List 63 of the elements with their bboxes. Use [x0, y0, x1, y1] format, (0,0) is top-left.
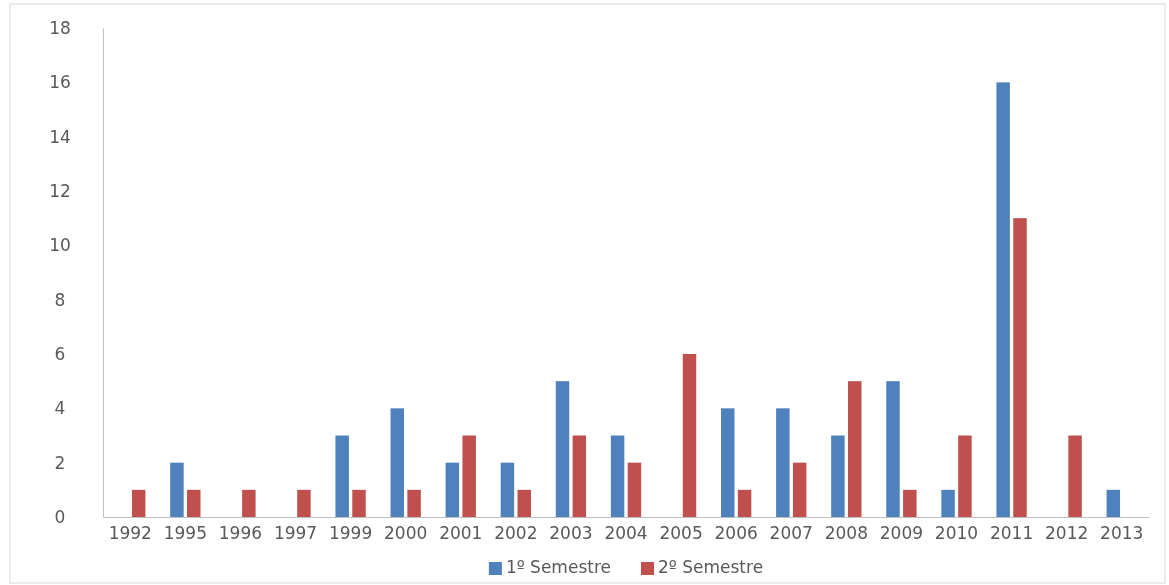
- bar: [445, 462, 460, 517]
- x-tick-label: 2002: [494, 523, 538, 544]
- y-tick-label: 6: [54, 343, 66, 364]
- x-tick-label: 2004: [604, 523, 648, 544]
- bar: [572, 435, 587, 517]
- bar: [941, 489, 955, 517]
- x-tick-label: 2011: [989, 523, 1034, 544]
- x-tick-label: 1997: [273, 523, 318, 544]
- bar: [462, 435, 476, 517]
- bar: [335, 435, 349, 517]
- bar: [627, 462, 642, 517]
- x-tick-label: 1996: [218, 523, 263, 544]
- x-tick-label: 2007: [769, 523, 813, 544]
- y-tick-label: 18: [49, 17, 71, 38]
- bar: [407, 489, 421, 517]
- bar: [555, 381, 570, 517]
- x-tick-label: 2003: [549, 523, 593, 544]
- x-tick-label: 2000: [384, 523, 428, 544]
- x-tick-label: 2013: [1100, 523, 1144, 544]
- bar: [170, 462, 184, 517]
- bar: [831, 435, 845, 517]
- bar: [776, 408, 790, 517]
- bar: [903, 489, 917, 517]
- bar: [682, 354, 697, 517]
- bar: [886, 381, 900, 517]
- x-tick-label: 1999: [328, 523, 373, 544]
- y-tick-label: 8: [54, 289, 66, 310]
- bar: [390, 408, 404, 517]
- bar: [848, 381, 862, 517]
- bar: [1068, 435, 1082, 517]
- bar: [610, 435, 625, 517]
- bar: [131, 489, 146, 517]
- bar: [721, 408, 735, 517]
- bar: [792, 462, 807, 517]
- x-tick-label: 1992: [108, 523, 152, 544]
- bar: [1106, 489, 1121, 517]
- x-tick-label: 2010: [934, 523, 979, 544]
- legend-label: 1º Semestre: [505, 557, 611, 577]
- x-tick-label: 2008: [824, 523, 868, 544]
- x-tick-label: 2012: [1045, 523, 1089, 544]
- bar: [517, 489, 531, 517]
- bar: [242, 489, 256, 517]
- bar: [958, 435, 972, 517]
- y-tick-label: 2: [54, 452, 66, 473]
- bar: [1013, 218, 1027, 517]
- x-tick-label: 1995: [163, 523, 207, 544]
- bar: [737, 489, 752, 517]
- x-tick-label: 2005: [659, 523, 703, 544]
- y-tick-label: 0: [54, 506, 66, 527]
- x-tick-label: 2001: [439, 523, 483, 544]
- x-tick-label: 2009: [879, 523, 924, 544]
- legend-label: 2º Semestre: [658, 557, 764, 577]
- y-tick-label: 4: [54, 398, 66, 419]
- bar: [500, 462, 515, 517]
- bar: [297, 489, 311, 517]
- y-tick-label: 14: [49, 126, 71, 147]
- y-tick-label: 10: [49, 235, 71, 256]
- x-tick-label: 2006: [714, 523, 758, 544]
- bar: [996, 82, 1010, 517]
- bar: [352, 489, 366, 517]
- y-tick-label: 16: [49, 72, 71, 93]
- bar: [187, 489, 201, 517]
- y-tick-label: 12: [49, 180, 71, 201]
